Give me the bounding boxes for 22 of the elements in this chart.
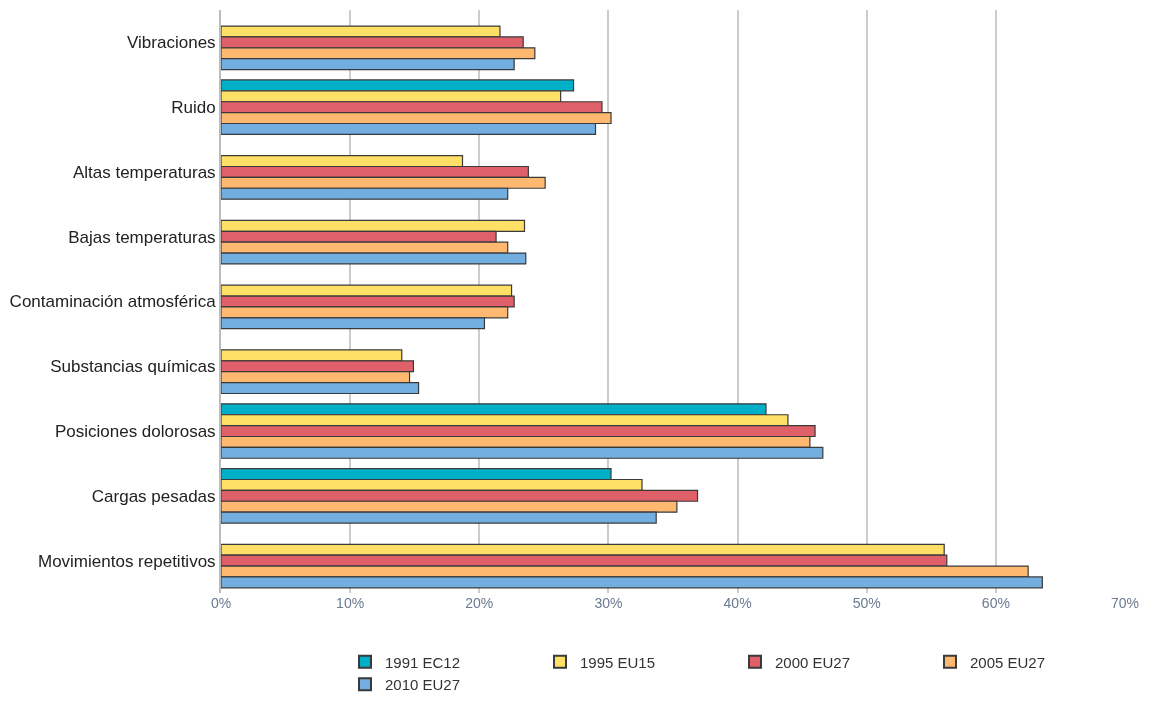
x-tick-label: 0% — [210, 595, 232, 611]
y-tick-label: Altas temperaturas — [72, 162, 216, 182]
legend-label: 2005 EU27 — [970, 653, 1046, 671]
x-tick-label: 70% — [1110, 595, 1140, 611]
y-tick-label: Movimientos repetitivos — [37, 551, 216, 571]
x-tick-label: 30% — [594, 595, 623, 611]
legend-label: 2000 EU27 — [775, 653, 851, 671]
y-tick-label: Contaminación atmosférica — [9, 292, 217, 312]
legend-label: 2010 EU27 — [385, 676, 461, 694]
y-tick-label: Ruido — [171, 98, 216, 118]
x-tick-label: 10% — [336, 595, 365, 611]
x-tick-label: 60% — [981, 595, 1010, 611]
legend-label: 1991 EC12 — [385, 653, 461, 671]
y-tick-label: Bajas temperaturas — [68, 227, 216, 247]
x-tick-label: 40% — [723, 595, 752, 611]
y-tick-label: Vibraciones — [127, 33, 216, 53]
x-tick-label: 50% — [852, 595, 881, 611]
y-tick-label: Substancias químicas — [50, 357, 216, 377]
x-tick-label: 20% — [465, 595, 494, 611]
legend-label: 1995 EU15 — [580, 653, 656, 671]
y-tick-label: Cargas pesadas — [91, 486, 216, 506]
y-tick-label: Posiciones dolorosas — [54, 422, 216, 442]
